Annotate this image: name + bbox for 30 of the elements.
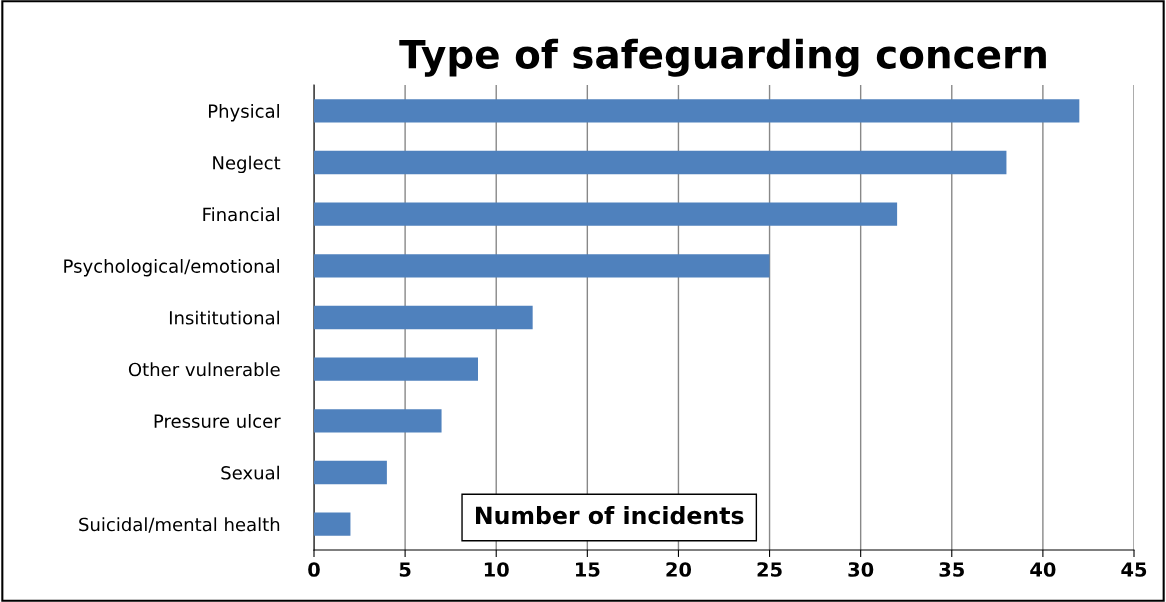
bar: [314, 512, 351, 536]
y-tick-label: Neglect: [213, 155, 281, 174]
chart-title: Type of safeguarding concern: [399, 38, 1046, 77]
x-tick-label: 35: [939, 562, 964, 577]
bar: [314, 305, 533, 330]
bar: [314, 150, 1007, 175]
x-tick-label: 40: [1030, 562, 1056, 577]
y-tick-label: Sexual: [221, 465, 279, 480]
bar: [314, 99, 1080, 123]
y-tick-label: Pressure ulcer: [154, 413, 281, 428]
x-tick-label: 15: [576, 562, 600, 577]
bar: [314, 460, 387, 485]
x-tick-label: 0: [308, 562, 320, 577]
x-axis-title: Number of incidents: [476, 506, 744, 525]
y-tick-label: Physical: [208, 103, 279, 122]
x-tick-label: 30: [848, 562, 874, 577]
bar: [314, 254, 770, 278]
bar: [314, 409, 442, 433]
bar: [314, 202, 898, 226]
y-tick-label: Financial: [203, 207, 279, 222]
x-tick-label: 5: [399, 562, 411, 577]
y-tick-label: Other vulnerable: [128, 362, 280, 377]
x-tick-label: 20: [666, 562, 692, 577]
y-tick-label: Insititutional: [169, 310, 279, 325]
x-tick-label: 25: [757, 562, 782, 577]
x-tick-label: 45: [1121, 562, 1147, 577]
bar: [314, 357, 478, 381]
y-tick-label: Psychological/emotional: [64, 258, 279, 277]
x-tick-label: 10: [484, 562, 509, 577]
y-tick-label: Suicidal/mental health: [79, 517, 280, 533]
